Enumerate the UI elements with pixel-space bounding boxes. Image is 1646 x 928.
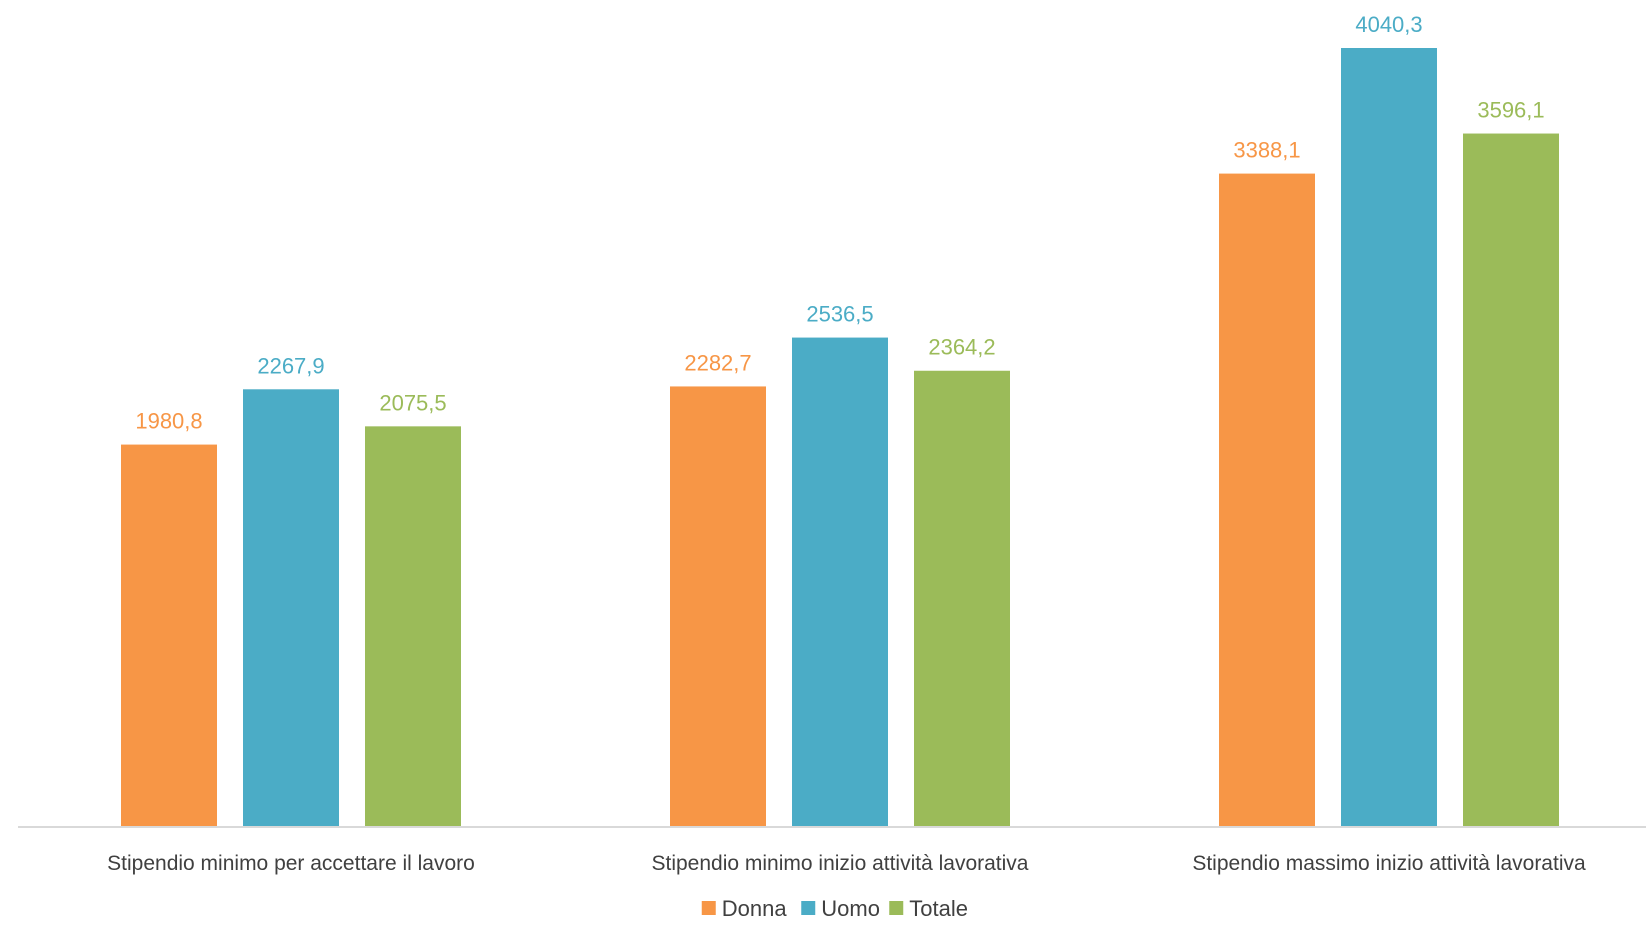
bars-layer: [121, 48, 1559, 827]
data-label-totale-3: 3596,1: [1477, 98, 1544, 123]
data-label-donna-1: 1980,8: [135, 409, 202, 434]
data-label-uomo-3: 4040,3: [1355, 12, 1422, 37]
category-label-2: Stipendio minimo inizio attività lavorat…: [651, 852, 1028, 875]
bar-uomo-1: [243, 389, 339, 826]
data-label-donna-3: 3388,1: [1233, 138, 1300, 163]
legend-item-donna: Donna: [701, 896, 788, 921]
data-label-totale-1: 2075,5: [379, 390, 446, 415]
bar-donna-2: [670, 386, 766, 826]
legend-label-donna: Donna: [722, 896, 788, 921]
legend-swatch-donna: [701, 901, 716, 915]
bar-uomo-2: [792, 337, 888, 826]
legend-swatch-totale: [889, 901, 904, 915]
bar-donna-3: [1219, 173, 1315, 827]
data-label-donna-2: 2282,7: [684, 350, 751, 375]
bar-uomo-3: [1341, 48, 1437, 826]
category-label-1: Stipendio minimo per accettare il lavoro: [107, 852, 475, 875]
bar-donna-1: [121, 444, 217, 826]
bar-totale-2: [914, 370, 1010, 826]
bar-totale-1: [365, 426, 461, 826]
data-label-uomo-1: 2267,9: [257, 353, 324, 378]
legend-item-totale: Totale: [889, 896, 968, 921]
legend-item-uomo: Uomo: [801, 896, 880, 921]
legend: Donna Uomo Totale: [701, 896, 968, 921]
value-labels-layer: 1980,8 2267,9 2075,5 2282,7 2536,5 2364,2 3388…: [135, 12, 1544, 434]
bar-totale-3: [1463, 133, 1559, 826]
data-label-totale-2: 2364,2: [928, 335, 995, 360]
data-label-uomo-2: 2536,5: [806, 302, 873, 327]
legend-swatch-uomo: [801, 901, 816, 915]
legend-label-totale: Totale: [909, 896, 968, 921]
category-labels-layer: Stipendio minimo per accettare il lavoro…: [107, 852, 1586, 875]
category-label-3: Stipendio massimo inizio attività lavora…: [1192, 852, 1586, 875]
legend-label-uomo: Uomo: [821, 896, 880, 921]
